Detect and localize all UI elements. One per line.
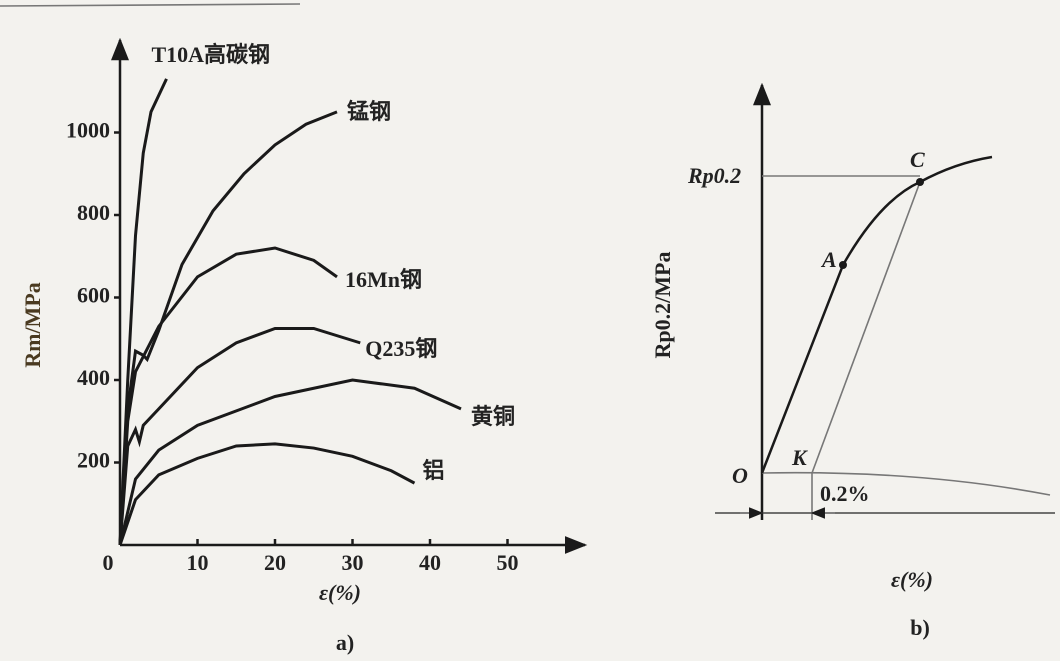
offset-line	[811, 181, 921, 474]
x-tick-label: 30	[342, 550, 364, 575]
series-label: 黄铜	[471, 404, 515, 429]
series-label: T10A高碳钢	[152, 42, 271, 67]
point-label: K	[791, 445, 808, 470]
y-tick-label: 600	[77, 283, 110, 308]
x-tick-label: 10	[187, 550, 209, 575]
level-label: Rp0.2	[687, 163, 741, 188]
panel-label: a)	[336, 630, 354, 655]
series-line	[118, 246, 338, 546]
point-label: O	[732, 463, 748, 488]
series-line	[118, 442, 416, 546]
page-rule	[0, 3, 301, 7]
panel-label: b)	[910, 615, 930, 640]
x-tick-label: 40	[419, 550, 441, 575]
y-tick-label: 200	[77, 448, 110, 473]
series-line	[118, 378, 462, 546]
series-label: Q235钢	[365, 336, 437, 361]
series-label: 16Mn钢	[345, 267, 422, 292]
point-label: A	[820, 247, 837, 272]
x-axis-label: ε(%)	[891, 567, 933, 592]
point-a	[839, 261, 847, 269]
point-c	[916, 178, 924, 186]
point-label: C	[910, 147, 925, 172]
baseline	[761, 471, 1051, 496]
x-tick-label: 50	[497, 550, 519, 575]
y-axis-label: Rp0.2/MPa	[650, 252, 675, 359]
x-axis-label: ε(%)	[319, 580, 361, 605]
y-tick-label: 400	[77, 365, 110, 390]
offset-label: 0.2%	[820, 481, 870, 506]
y-axis-label: Rm/MPa	[20, 282, 45, 368]
series-label: 锰钢	[347, 99, 391, 124]
x-tick-label: 0	[103, 550, 114, 575]
x-tick-label: 20	[264, 550, 286, 575]
panel-b: Rp0.2 C A O K 0.2% Rp0.2/MPa ε(%) b)	[650, 82, 1055, 640]
y-tick-label: 800	[77, 200, 110, 225]
series-line	[118, 326, 361, 546]
series-line	[118, 110, 338, 546]
series-label: 铝	[423, 458, 445, 483]
y-tick-label: 1000	[66, 118, 110, 143]
stress-curve	[760, 155, 993, 474]
